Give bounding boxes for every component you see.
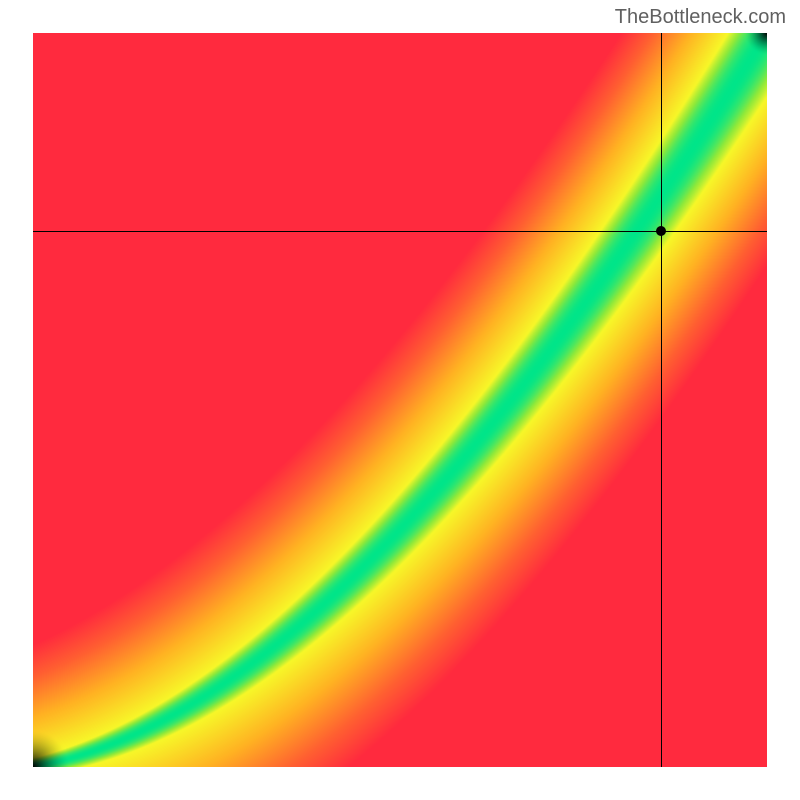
figure-container: TheBottleneck.com [0, 0, 800, 800]
plot-area [33, 33, 767, 767]
crosshair-marker [656, 226, 666, 236]
heatmap-canvas [33, 33, 767, 767]
crosshair-vertical [661, 33, 662, 767]
watermark-text: TheBottleneck.com [615, 6, 786, 29]
